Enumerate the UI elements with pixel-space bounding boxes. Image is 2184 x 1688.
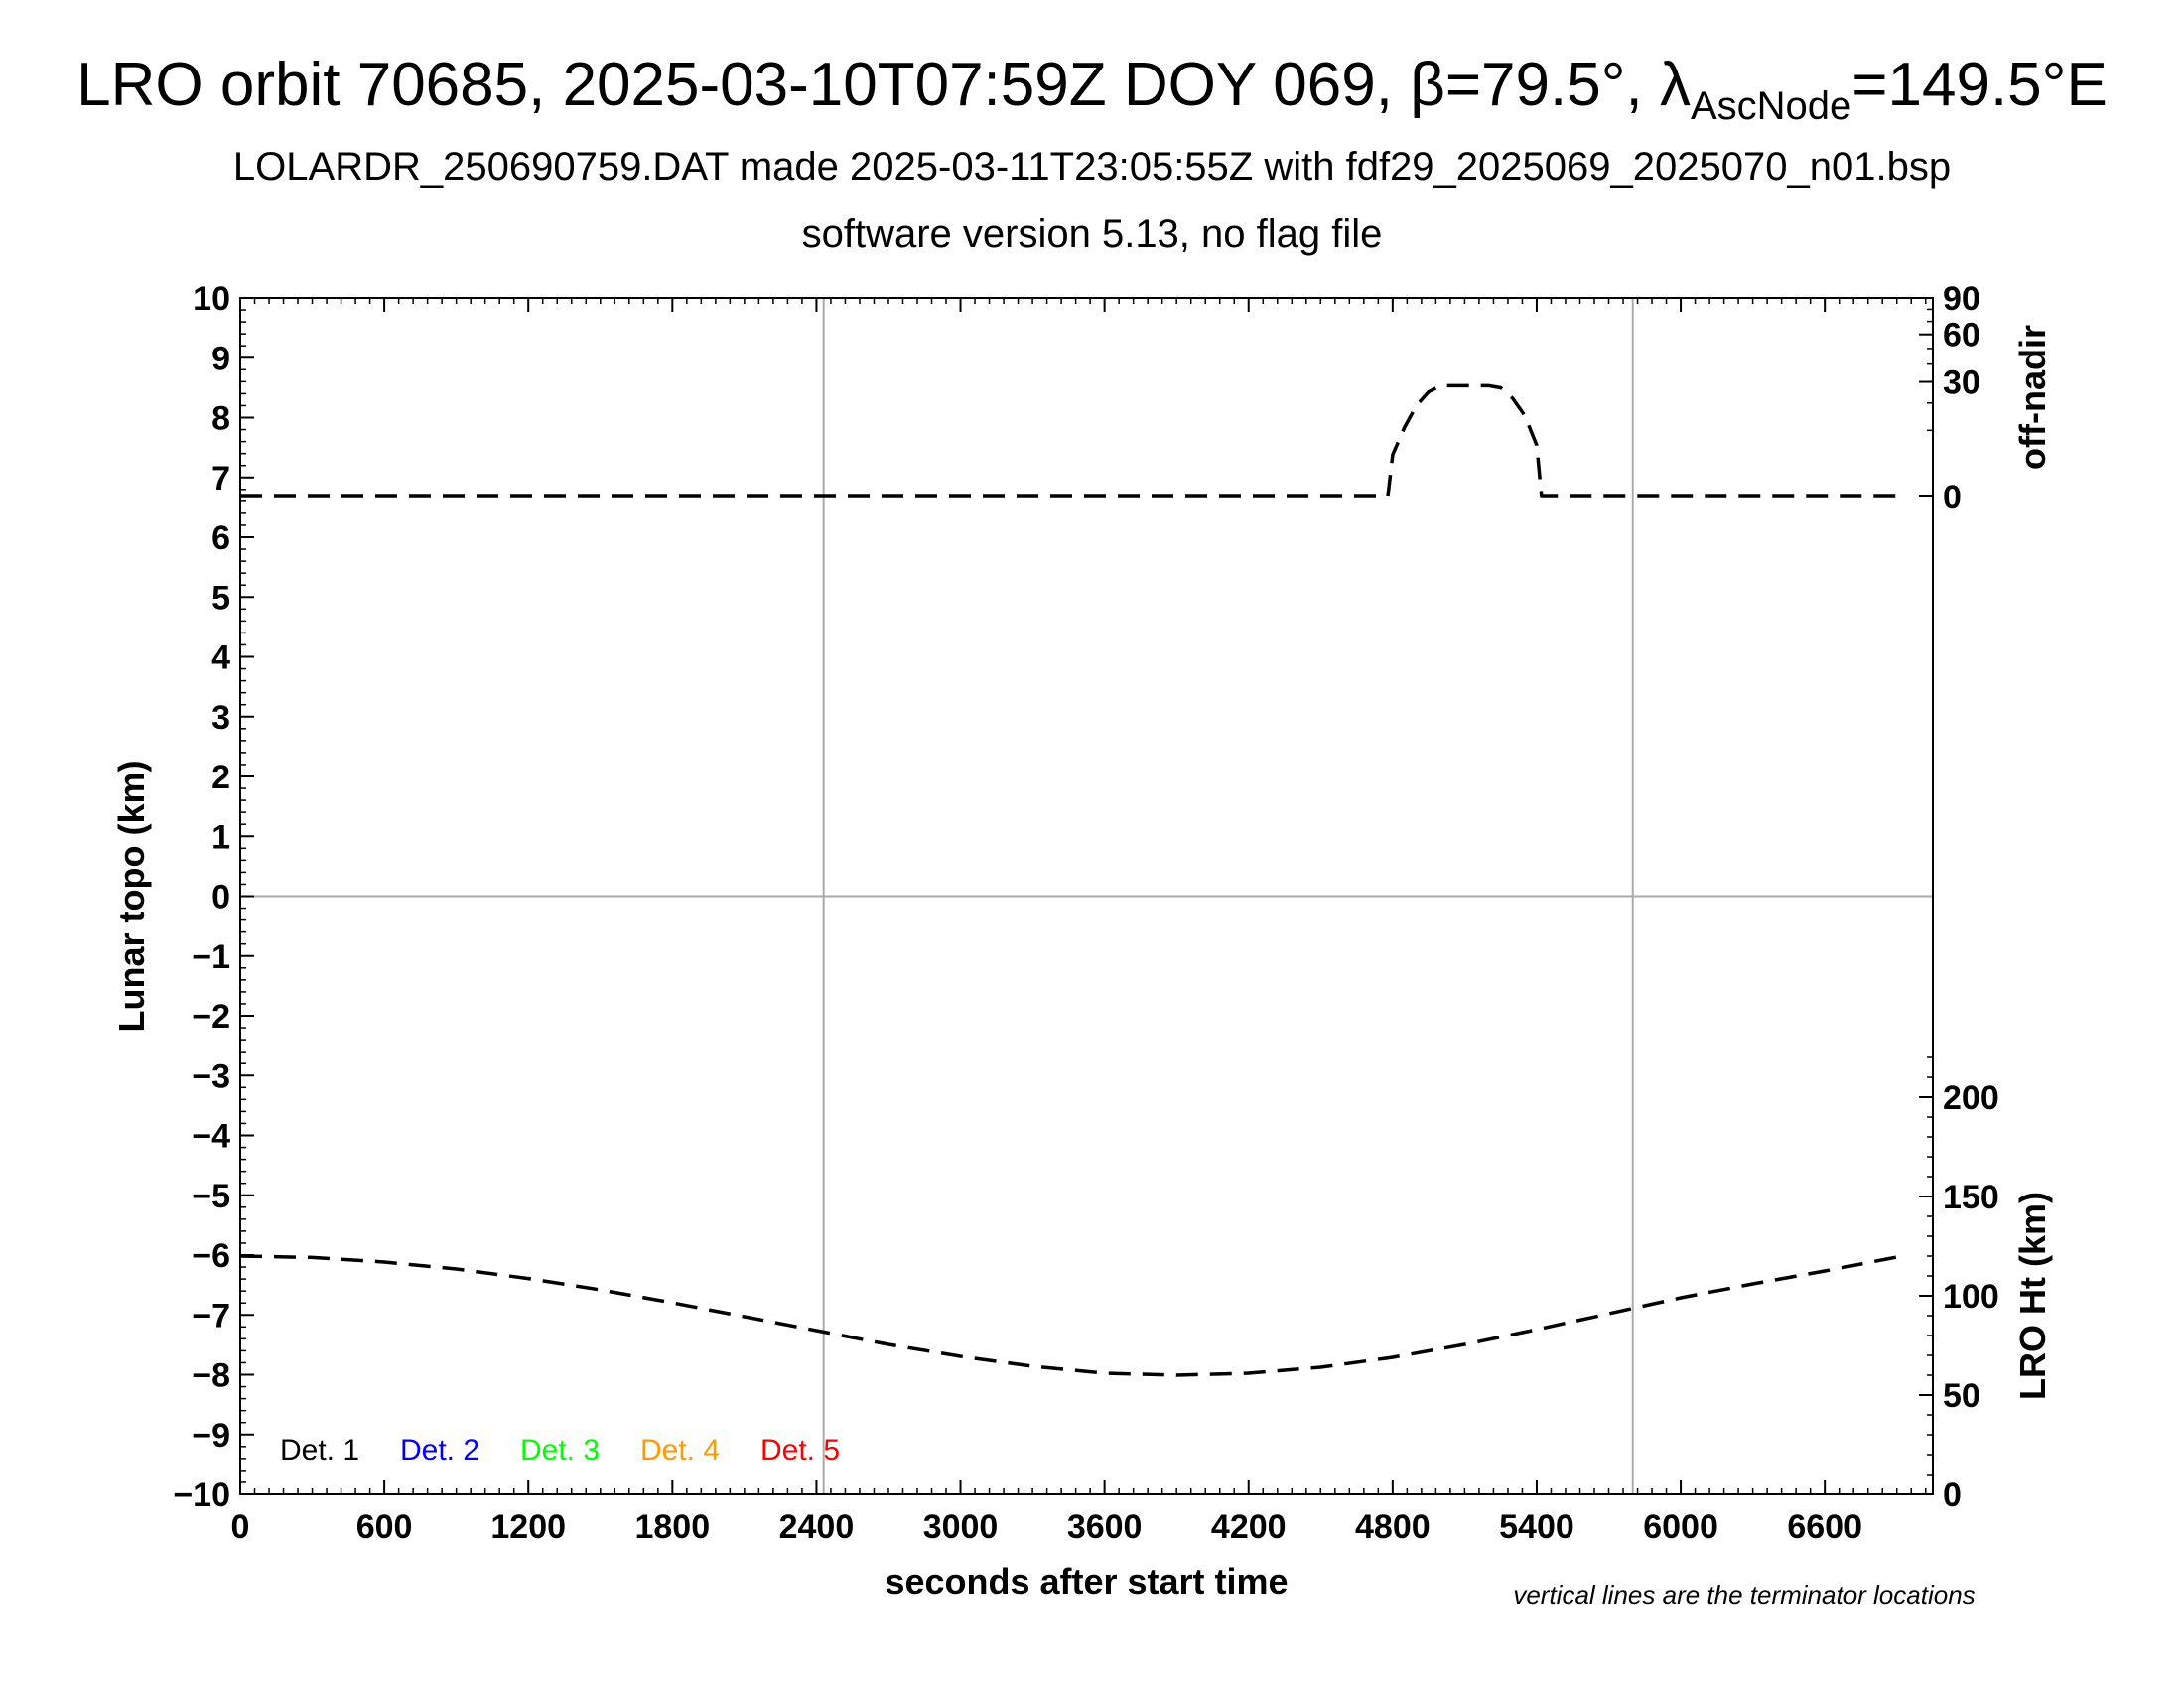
y-axis-label: Lunar topo (km): [111, 761, 152, 1033]
y-tick-label: −2: [192, 998, 230, 1036]
y-tick-label: −9: [192, 1417, 230, 1455]
x-tick-label: 0: [231, 1508, 250, 1546]
y-tick-label: 0: [211, 879, 230, 916]
x-tick-label: 4200: [1211, 1508, 1287, 1546]
y-tick-label: −4: [192, 1118, 230, 1156]
y-tick-label: −10: [173, 1477, 230, 1514]
chart-title-suffix: =149.5°E: [1851, 51, 2108, 119]
x-tick-label: 5400: [1499, 1508, 1574, 1546]
y-tick-label: −6: [192, 1237, 230, 1275]
y-tick-label: −5: [192, 1178, 230, 1215]
off-nadir-tick-label: 60: [1943, 317, 1980, 354]
chart-subtitle-software: software version 5.13, no flag file: [801, 212, 1383, 256]
height-tick-label: 100: [1943, 1278, 1999, 1316]
series-line-off-nadir: [240, 383, 1897, 498]
off-nadir-axis-label: off-nadir: [2012, 325, 2053, 470]
height-axis-label: LRO Ht (km): [2012, 1192, 2053, 1400]
terminator-footnote: vertical lines are the terminator locati…: [1513, 1580, 1975, 1610]
y-tick-label: 9: [211, 340, 230, 377]
height-tick-label: 150: [1943, 1179, 1999, 1216]
height-tick-label: 200: [1943, 1079, 1999, 1117]
legend-entry-det-5: Det. 5: [760, 1434, 840, 1467]
off-nadir-tick-label: 90: [1943, 280, 1980, 318]
x-tick-label: 3600: [1067, 1508, 1143, 1546]
legend-entry-det-3: Det. 3: [520, 1434, 600, 1467]
series-layer: [239, 383, 1898, 1377]
y-tick-label: 3: [211, 699, 230, 737]
x-tick-label: 4800: [1355, 1508, 1431, 1546]
y-tick-label: 8: [211, 400, 230, 438]
grid-layer: [240, 298, 1933, 1494]
x-tick-label: 1800: [634, 1508, 710, 1546]
height-tick-label: 50: [1943, 1377, 1980, 1415]
height-tick-label: 0: [1943, 1477, 1962, 1514]
y-tick-label: 4: [211, 639, 230, 677]
legend: Det. 1 Det. 2 Det. 3 Det. 4 Det. 5: [280, 1434, 840, 1467]
y-tick-label: −8: [192, 1357, 230, 1395]
y-tick-label: 6: [211, 519, 230, 557]
y-tick-label: −1: [192, 938, 230, 976]
x-tick-label: 3000: [923, 1508, 999, 1546]
chart-title: LRO orbit 70685, 2025-03-10T07:59Z DOY 0…: [0, 50, 2184, 126]
y-tick-label: 1: [211, 818, 230, 856]
y-tick-label: 2: [211, 759, 230, 796]
legend-entry-det-4: Det. 4: [640, 1434, 720, 1467]
x-tick-label: 1200: [490, 1508, 566, 1546]
series-line-lro-ht: [239, 1254, 1898, 1377]
x-tick-label: 2400: [779, 1508, 855, 1546]
x-tick-label: 6600: [1787, 1508, 1862, 1546]
x-tick-label: 600: [356, 1508, 413, 1546]
y-tick-label: −3: [192, 1057, 230, 1095]
ticks-layer: [239, 297, 1933, 1495]
chart-title-subscript: AscNode: [1690, 84, 1852, 128]
y-tick-label: 5: [211, 579, 230, 617]
y-tick-label: 10: [193, 280, 230, 318]
x-axis-label: seconds after start time: [885, 1561, 1288, 1602]
chart-subtitle: LOLARDR_250690759.DAT made 2025-03-11T23…: [232, 145, 1952, 189]
legend-entry-det-1: Det. 1: [280, 1434, 359, 1467]
y-tick-label: −7: [192, 1297, 230, 1335]
off-nadir-tick-label: 30: [1943, 364, 1980, 402]
legend-entry-det-2: Det. 2: [400, 1434, 479, 1467]
y-tick-label: 7: [211, 460, 230, 497]
chart-title-main: LRO orbit 70685, 2025-03-10T07:59Z DOY 0…: [76, 51, 1691, 119]
x-tick-label: 6000: [1643, 1508, 1718, 1546]
off-nadir-tick-label: 0: [1943, 479, 1962, 516]
